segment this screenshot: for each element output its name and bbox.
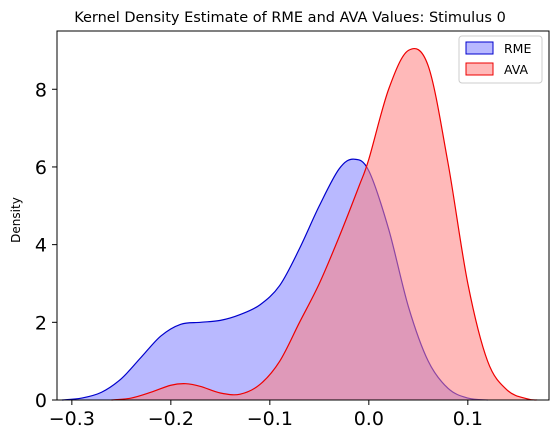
legend-label-ava: AVA	[504, 62, 529, 77]
series-ava-line	[111, 47, 538, 401]
x-tick-label: −0.2	[148, 408, 194, 430]
y-axis-label: Density	[9, 197, 23, 243]
legend-swatch-rme	[465, 41, 494, 55]
axes: −0.3 −0.2 −0.1 0.0 0.1 0 2 4 6 8	[35, 30, 550, 430]
y-tick-label: 6	[35, 157, 47, 179]
chart-title: Kernel Density Estimate of RME and AVA V…	[74, 10, 506, 26]
legend-swatch-ava	[465, 62, 494, 76]
y-tick-label: 4	[35, 235, 47, 257]
plot-area	[61, 47, 538, 401]
legend: RME AVA	[458, 35, 543, 84]
x-tick-label: −0.3	[49, 408, 95, 430]
y-tick-label: 8	[35, 79, 47, 101]
legend-label-rme: RME	[504, 41, 531, 56]
axes-frame	[56, 30, 550, 401]
x-tick-label: 0.1	[453, 408, 483, 430]
x-tick-label: 0.0	[354, 408, 384, 430]
y-tick-label: 2	[35, 312, 47, 334]
x-tick-label: −0.1	[247, 408, 293, 430]
series-ava-area	[111, 48, 538, 401]
y-tick-label: 0	[35, 390, 47, 412]
